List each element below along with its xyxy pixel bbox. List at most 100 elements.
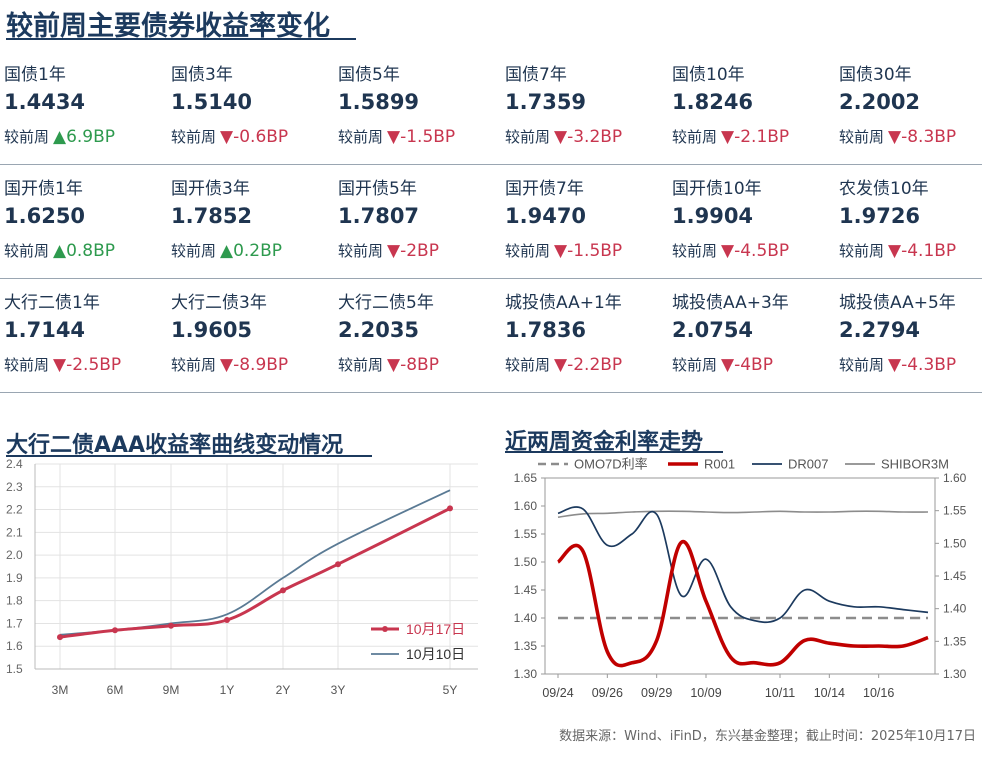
bond-yield-value: 2.0754 (672, 318, 754, 342)
y-right-tick-label: 1.50 (943, 536, 967, 550)
series-line-2 (557, 506, 929, 624)
bond-cell: 国债5年 1.5899 较前周 ▼-1.5BP (334, 50, 500, 164)
change-value: ▼-2.5BP (53, 355, 122, 375)
bond-cell: 国债10年 1.8246 较前周 ▼-2.1BP (668, 50, 834, 164)
change-label: 较前周 (505, 242, 551, 260)
change-label: 较前周 (171, 242, 217, 260)
bond-name: 国开债3年 (171, 179, 250, 199)
bond-cell: 国开债1年 1.6250 较前周 ▲0.8BP (0, 164, 166, 278)
y-tick-label: 2.4 (6, 457, 23, 471)
change-label: 较前周 (4, 356, 50, 374)
series-line-3 (557, 510, 929, 518)
x-tick-label: 09/24 (542, 686, 573, 700)
bond-change: 较前周 ▼-2BP (338, 240, 439, 261)
y-tick-label: 2.1 (6, 525, 23, 539)
legend-marker (382, 626, 388, 632)
y-right-tick-label: 1.30 (943, 667, 967, 681)
bond-cell: 城投债AA+5年 2.2794 较前周 ▼-4.3BP (835, 278, 982, 392)
x-tick-label: 3M (52, 683, 69, 697)
money-rates-chart: 1.30 1.35 1.40 1.45 1.50 1.55 1.60 1.65 1.30 1.35… (514, 457, 967, 701)
change-label: 较前周 (672, 242, 718, 260)
change-label: 较前周 (505, 128, 551, 146)
bond-name: 国债7年 (505, 65, 567, 85)
change-label: 较前周 (171, 356, 217, 374)
y-left-tick-label: 1.45 (514, 583, 538, 597)
change-label: 较前周 (338, 356, 384, 374)
change-value: ▼-3.2BP (554, 127, 623, 147)
change-value: ▲0.2BP (220, 241, 283, 261)
page-title: 较前周主要债券收益率变化 (6, 11, 330, 42)
legend-label: R001 (704, 457, 735, 472)
bond-change: 较前周 ▼-4.1BP (839, 240, 956, 261)
y-left-tick-label: 1.65 (514, 471, 538, 485)
bond-yield-value: 2.2035 (338, 318, 420, 342)
legend-label: 10月17日 (406, 621, 465, 637)
change-label: 较前周 (171, 128, 217, 146)
bond-row-2: 大行二债1年 1.7144 较前周 ▼-2.5BP 大行二债3年 1.9605 较前周 ▼-8… (0, 278, 982, 393)
data-point (335, 561, 341, 568)
change-value: ▲0.8BP (53, 241, 116, 261)
y-tick-label: 2.3 (6, 480, 23, 494)
bond-change: 较前周 ▲6.9BP (4, 126, 115, 147)
bond-cell: 国债7年 1.7359 较前周 ▼-3.2BP (501, 50, 667, 164)
data-point (168, 622, 174, 629)
bond-cell: 国开债7年 1.9470 较前周 ▼-1.5BP (501, 164, 667, 278)
y-left-tick-label: 1.60 (514, 499, 538, 513)
bond-row-1: 国开债1年 1.6250 较前周 ▲0.8BP 国开债3年 1.7852 较前周 ▲0.2BP… (0, 164, 982, 279)
change-value: ▼-4.3BP (888, 355, 957, 375)
y-right-tick-label: 1.40 (943, 602, 967, 616)
bond-name: 大行二债3年 (171, 293, 267, 313)
bond-name: 国债5年 (338, 65, 400, 85)
bond-change: 较前周 ▼-8.3BP (839, 126, 956, 147)
bond-yield-value: 2.2002 (839, 90, 921, 114)
title-underline (6, 38, 356, 40)
bond-cell: 大行二债3年 1.9605 较前周 ▼-8.9BP (167, 278, 333, 392)
bond-change: 较前周 ▼-4.5BP (672, 240, 789, 261)
bond-change: 较前周 ▲0.8BP (4, 240, 115, 261)
bond-change: 较前周 ▼-8.9BP (171, 354, 288, 375)
yield-curve-chart: 1.5 1.6 1.7 1.8 1.9 2.0 2.1 2.2 2.3 2.4 3M 6M 9M 1Y 2Y… (6, 457, 478, 697)
y-tick-label: 2.2 (6, 503, 23, 517)
bond-change: 较前周 ▲0.2BP (171, 240, 282, 261)
bond-change: 较前周 ▼-0.6BP (171, 126, 288, 147)
change-label: 较前周 (672, 128, 718, 146)
y-tick-label: 1.8 (6, 594, 23, 608)
change-label: 较前周 (4, 128, 50, 146)
data-point (57, 634, 63, 641)
x-tick-label: 10/09 (690, 686, 721, 700)
bond-name: 城投债AA+3年 (672, 293, 789, 313)
bond-yield-value: 1.8246 (672, 90, 754, 114)
x-tick-label: 10/14 (814, 686, 845, 700)
bond-yield-value: 1.9726 (839, 204, 921, 228)
change-value: ▲6.9BP (53, 127, 116, 147)
bond-name: 国债1年 (4, 65, 66, 85)
y-right-tick-label: 1.35 (943, 634, 967, 648)
bond-name: 国开债5年 (338, 179, 417, 199)
bond-yield-value: 1.7144 (4, 318, 86, 342)
change-value: ▼-8.3BP (888, 127, 957, 147)
bond-name: 大行二债5年 (338, 293, 434, 313)
bond-change: 较前周 ▼-1.5BP (338, 126, 455, 147)
series-line-1 (59, 489, 451, 636)
bond-yield-value: 1.6250 (4, 204, 86, 228)
bond-cell: 大行二债5年 2.2035 较前周 ▼-8BP (334, 278, 500, 392)
change-value: ▼-4.1BP (888, 241, 957, 261)
legend-label: OMO7D利率 (574, 457, 648, 472)
y-tick-label: 2.0 (6, 548, 23, 562)
change-value: ▼-4BP (721, 355, 773, 375)
x-tick-label: 1Y (220, 683, 235, 697)
y-right-tick-label: 1.45 (943, 569, 967, 583)
change-value: ▼-2.1BP (721, 127, 790, 147)
bond-cell: 国开债5年 1.7807 较前周 ▼-2BP (334, 164, 500, 278)
bond-yield-value: 2.2794 (839, 318, 921, 342)
data-point (224, 617, 230, 624)
change-value: ▼-8BP (387, 355, 439, 375)
bond-row-0: 国债1年 1.4434 较前周 ▲6.9BP 国债3年 1.5140 较前周 ▼-0.6BP 国… (0, 50, 982, 165)
y-left-tick-label: 1.55 (514, 527, 538, 541)
legend-label: DR007 (788, 457, 828, 472)
bond-yield-value: 1.4434 (4, 90, 86, 114)
bond-cell: 国债3年 1.5140 较前周 ▼-0.6BP (167, 50, 333, 164)
x-tick-label: 09/26 (592, 686, 623, 700)
bond-cell: 国债1年 1.4434 较前周 ▲6.9BP (0, 50, 166, 164)
bond-name: 国开债7年 (505, 179, 584, 199)
